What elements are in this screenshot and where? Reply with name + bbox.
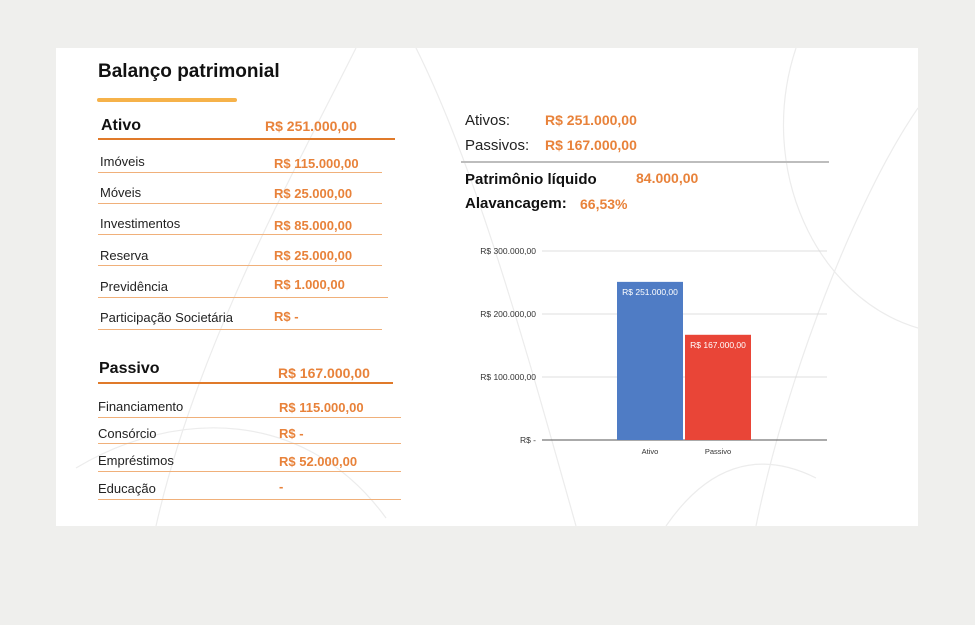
- passivo-heading: Passivo: [99, 360, 160, 377]
- bar-data-label: R$ 167.000,00: [690, 340, 746, 350]
- row-label: Consórcio: [98, 426, 157, 441]
- title-underline: [97, 98, 237, 102]
- row-label: Móveis: [100, 185, 142, 200]
- passivos-label: Passivos:: [465, 137, 530, 154]
- row-divider: [98, 203, 382, 204]
- ativos-value: R$ 251.000,00: [545, 112, 637, 128]
- passivo-total: R$ 167.000,00: [278, 365, 370, 381]
- balance-bar-chart: R$ - R$ 100.000,00 R$ 200.000,00 R$ 300.000…: [480, 246, 827, 456]
- row-value: R$ 1.000,00: [274, 277, 345, 292]
- row-label: Reserva: [100, 248, 149, 263]
- ativo-heading: Ativo: [101, 117, 141, 134]
- row-label: Empréstimos: [98, 453, 174, 468]
- ativos-label: Ativos:: [465, 112, 511, 129]
- row-value: R$ 25.000,00: [274, 248, 353, 263]
- y-tick-label: R$ 300.000,00: [480, 246, 536, 256]
- row-divider: [98, 172, 382, 173]
- x-category-label: Ativo: [642, 447, 659, 456]
- row-label: Imóveis: [100, 154, 145, 169]
- row-label: Previdência: [100, 279, 168, 294]
- slide: Balanço patrimonial Ativo R$ 251.000,00 …: [56, 48, 918, 526]
- y-tick-label: R$ 100.000,00: [480, 372, 536, 382]
- summary-divider: [461, 161, 829, 163]
- row-value: R$ 115.000,00: [274, 156, 359, 171]
- alavancagem-label: Alavancagem:: [465, 195, 567, 212]
- row-divider: [98, 329, 382, 330]
- ativo-total: R$ 251.000,00: [265, 118, 357, 134]
- y-tick-label: R$ -: [520, 435, 536, 445]
- row-label: Participação Societária: [100, 310, 233, 325]
- row-label: Financiamento: [98, 399, 184, 414]
- y-tick-label: R$ 200.000,00: [480, 309, 536, 319]
- row-divider: [98, 265, 382, 266]
- ativo-divider: [98, 138, 395, 140]
- row-value: -: [279, 479, 284, 494]
- bar-passivo: [685, 334, 751, 440]
- row-divider: [98, 234, 382, 235]
- row-divider: [98, 471, 401, 472]
- x-category-label: Passivo: [705, 447, 731, 456]
- row-label: Investimentos: [100, 216, 181, 231]
- row-value: R$ 25.000,00: [274, 186, 353, 201]
- patrimonio-liquido-value: 84.000,00: [636, 170, 699, 186]
- bar-data-label: R$ 251.000,00: [622, 287, 678, 297]
- row-divider: [98, 443, 401, 444]
- row-divider: [98, 499, 401, 500]
- row-value: R$ -: [274, 309, 299, 324]
- row-value: R$ 115.000,00: [279, 400, 364, 415]
- bar-ativo: [617, 281, 683, 440]
- page-title: Balanço patrimonial: [98, 61, 280, 82]
- row-divider: [98, 297, 388, 298]
- row-value: R$ 52.000,00: [279, 454, 358, 469]
- passivos-value: R$ 167.000,00: [545, 137, 637, 153]
- patrimonio-liquido-label: Patrimônio líquido: [465, 171, 597, 188]
- row-value: R$ 85.000,00: [274, 218, 353, 233]
- alavancagem-value: 66,53%: [580, 196, 628, 212]
- passivo-divider: [98, 382, 393, 384]
- row-value: R$ -: [279, 426, 304, 441]
- row-label: Educação: [98, 481, 156, 496]
- row-divider: [98, 417, 401, 418]
